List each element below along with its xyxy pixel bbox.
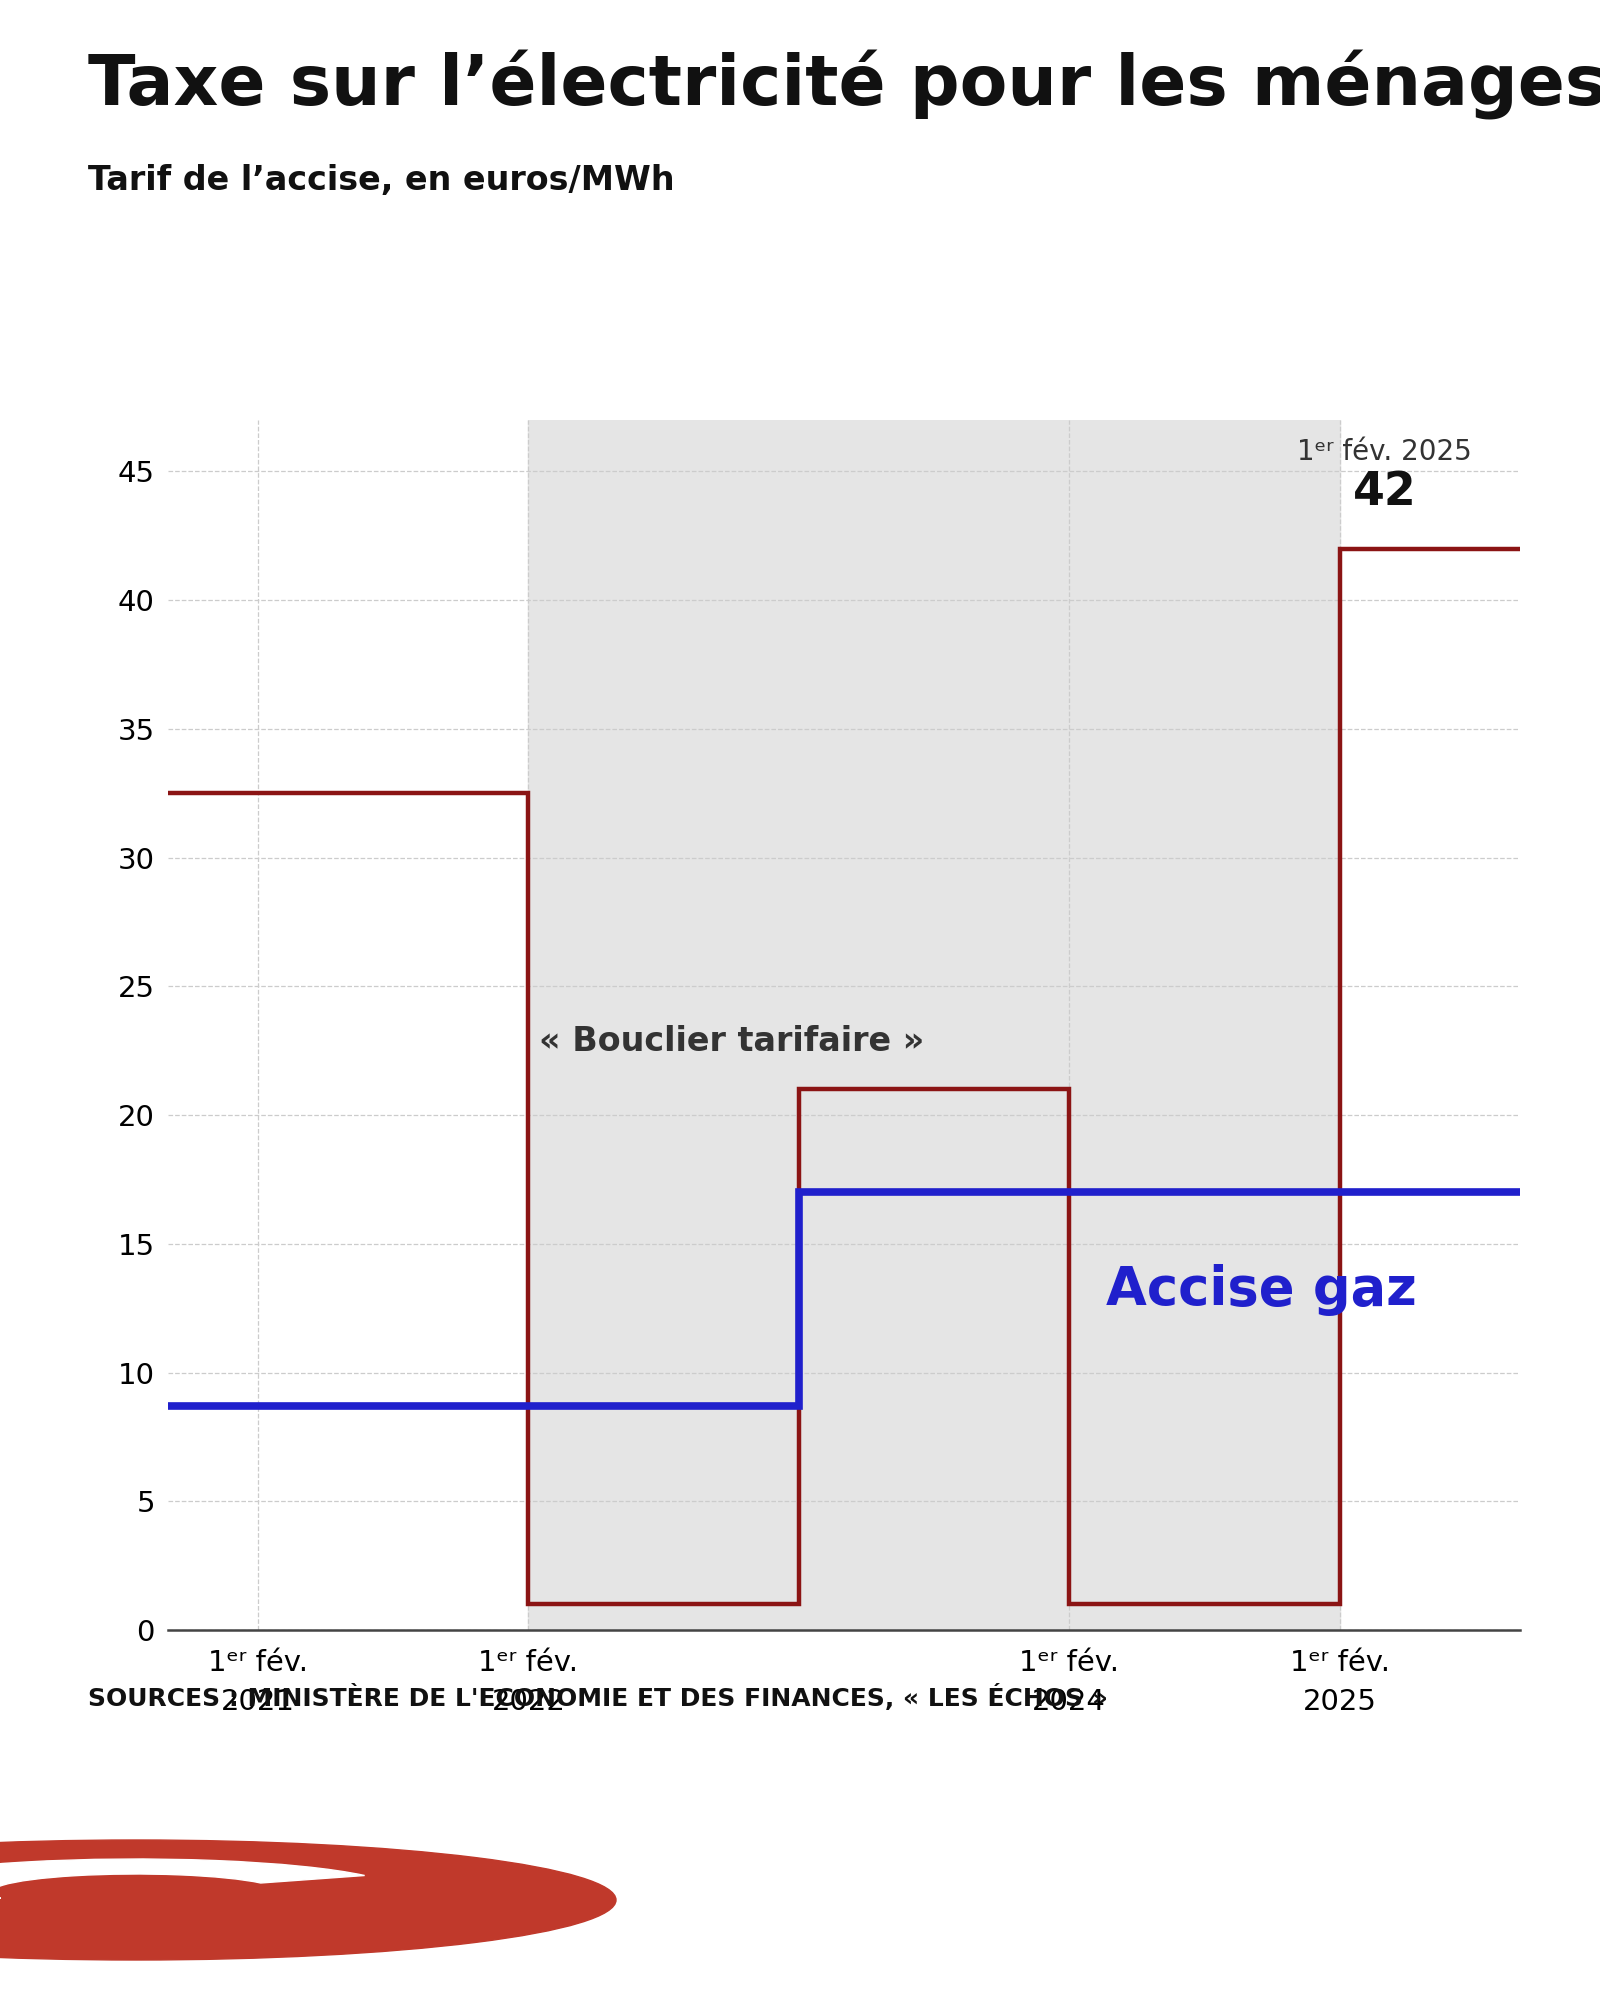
Bar	[528, 420, 1339, 1630]
Wedge shape	[0, 1860, 365, 1904]
Text: Les Echos: Les Echos	[656, 1872, 966, 1928]
Text: 1ᵉʳ fév.
2021: 1ᵉʳ fév. 2021	[208, 1650, 309, 1716]
Text: Taxe sur l’électricité pour les ménages: Taxe sur l’électricité pour les ménages	[88, 50, 1600, 120]
Text: 1ᵉʳ fév.
2022: 1ᵉʳ fév. 2022	[478, 1650, 579, 1716]
Text: 42: 42	[1354, 470, 1416, 516]
Text: 1ᵉʳ fév.
2025: 1ᵉʳ fév. 2025	[1290, 1650, 1390, 1716]
Circle shape	[0, 1840, 616, 1960]
Text: Accise gaz: Accise gaz	[1106, 1264, 1418, 1316]
Text: 1ᵉʳ fév.
2024: 1ᵉʳ fév. 2024	[1019, 1650, 1120, 1716]
Text: 1ᵉʳ fév. 2025: 1ᵉʳ fév. 2025	[1298, 438, 1472, 466]
Text: SOURCES : MINISTÈRE DE L'ECONOMIE ET DES FINANCES, « LES ÉCHOS »: SOURCES : MINISTÈRE DE L'ECONOMIE ET DES…	[88, 1684, 1107, 1712]
Text: Tarif de l’accise, en euros/MWh: Tarif de l’accise, en euros/MWh	[88, 164, 675, 198]
Text: « Bouclier tarifaire »: « Bouclier tarifaire »	[539, 1026, 925, 1058]
